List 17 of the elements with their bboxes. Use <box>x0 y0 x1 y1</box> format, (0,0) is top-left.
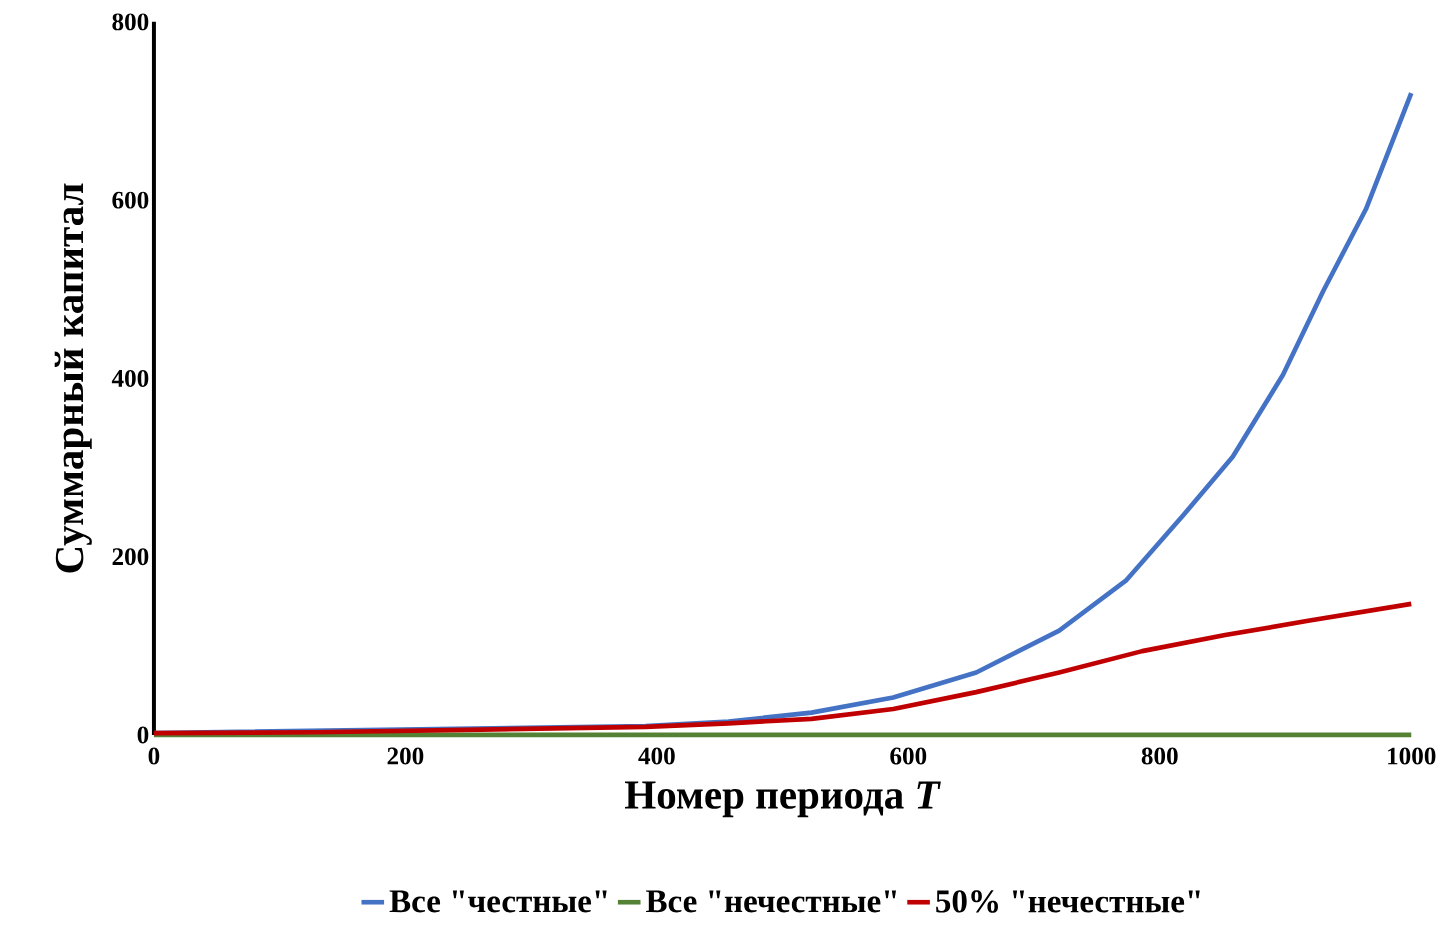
y-tick-label: 200 <box>112 548 149 566</box>
y-axis-title: Суммарный капитал <box>54 183 92 573</box>
x-tick-label: 0 <box>148 747 160 765</box>
x-tick-label: 800 <box>1141 747 1178 765</box>
legend-label: Все "честные" <box>389 890 607 913</box>
legend-label: 50% "нечестные" <box>936 890 1200 913</box>
y-tick-label: 800 <box>112 13 149 31</box>
x-tick-label: 400 <box>638 747 675 765</box>
legend-label: Все "нечестные" <box>646 890 896 913</box>
x-tick-label: 1000 <box>1388 747 1436 765</box>
y-tick-label: 600 <box>112 191 149 209</box>
y-tick-label: 400 <box>111 370 149 388</box>
x-tick-label: 200 <box>387 747 424 765</box>
line-series <box>151 601 1414 736</box>
x-axis-title: Номер периода T <box>624 781 941 818</box>
y-tick-label: 0 <box>137 726 149 744</box>
x-tick-label: 600 <box>890 747 927 765</box>
